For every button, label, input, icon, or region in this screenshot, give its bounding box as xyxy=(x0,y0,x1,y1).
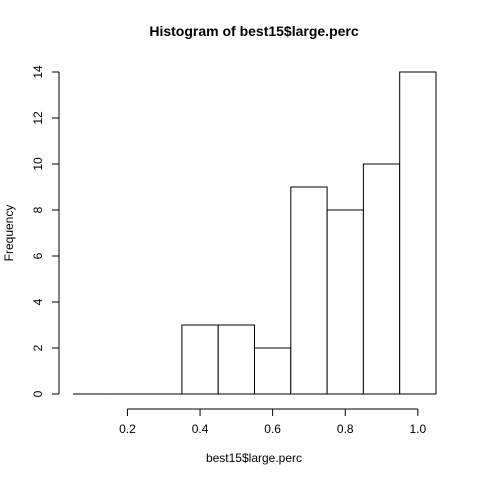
y-tick-label: 10 xyxy=(31,157,45,171)
chart-title: Histogram of best15$large.perc xyxy=(149,23,359,39)
y-tick-label: 4 xyxy=(31,298,45,305)
x-tick-label: 0.2 xyxy=(119,422,136,436)
x-axis: 0.2 0.4 0.6 0.8 1.0 xyxy=(119,408,427,436)
y-axis-label: Frequency xyxy=(2,205,16,262)
y-axis: 0 2 4 6 8 10 12 14 xyxy=(31,65,60,397)
x-tick-label: 0.4 xyxy=(192,422,209,436)
histogram-bar xyxy=(181,324,219,395)
y-tick-label: 14 xyxy=(31,65,45,79)
histogram-bar xyxy=(217,324,255,395)
y-tick-label: 0 xyxy=(31,390,45,397)
y-tick-label: 8 xyxy=(31,206,45,213)
histogram-bar xyxy=(399,71,437,395)
histogram-bar xyxy=(254,347,292,395)
x-axis-label: best15$large.perc xyxy=(206,451,302,465)
bars-group xyxy=(73,71,437,395)
y-tick-label: 6 xyxy=(31,252,45,259)
histogram-bar xyxy=(290,186,328,395)
y-tick-label: 12 xyxy=(31,111,45,125)
x-tick-label: 0.6 xyxy=(264,422,281,436)
y-tick-label: 2 xyxy=(31,344,45,351)
x-tick-label: 0.8 xyxy=(337,422,354,436)
histogram-bar xyxy=(326,209,364,395)
x-tick-label: 1.0 xyxy=(410,422,427,436)
histogram-bar xyxy=(362,163,401,395)
